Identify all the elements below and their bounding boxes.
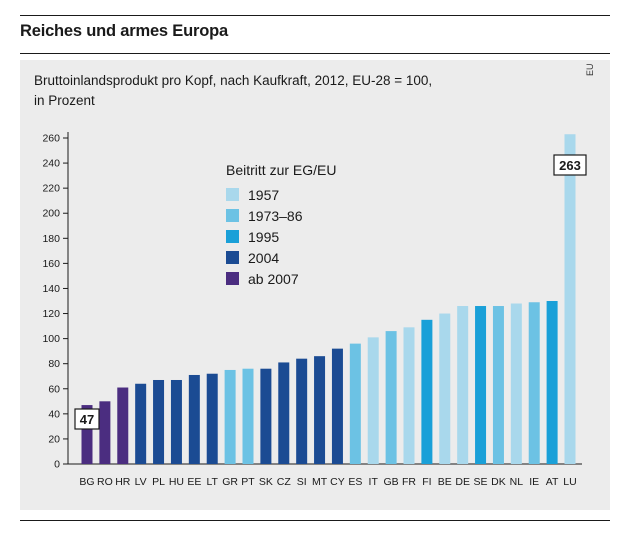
y-tick-label: 240 xyxy=(42,158,60,170)
x-tick-label: PT xyxy=(241,476,255,488)
y-tick-label: 200 xyxy=(42,208,60,220)
y-tick-label: 80 xyxy=(48,358,60,370)
bar-es xyxy=(349,343,361,464)
bar-cy xyxy=(331,348,343,464)
legend-label: 1973–86 xyxy=(248,207,303,224)
bar-si xyxy=(296,358,308,464)
y-tick-label: 100 xyxy=(42,333,60,345)
chart-title: Bruttoinlandsprodukt pro Kopf, nach Kauf… xyxy=(34,71,504,111)
x-tick-label: CZ xyxy=(277,476,292,488)
y-tick-label: 260 xyxy=(42,133,60,145)
value-callout-lu: 263 xyxy=(559,158,581,173)
value-callout-box xyxy=(74,408,100,430)
x-tick-label: RO xyxy=(97,476,113,488)
bar-fr xyxy=(403,327,415,464)
legend-swatch xyxy=(226,251,239,264)
y-tick-label: 140 xyxy=(42,283,60,295)
x-tick-label: GB xyxy=(384,476,399,488)
x-tick-label: DE xyxy=(455,476,470,488)
legend-label: 1957 xyxy=(248,186,280,203)
y-tick-label: 120 xyxy=(42,308,60,320)
legend-label: 2004 xyxy=(248,249,280,266)
bar-ee xyxy=(188,374,200,464)
bar-be xyxy=(439,313,451,464)
bar-gr xyxy=(224,369,236,464)
bar-bg xyxy=(81,405,93,464)
y-tick-label: 220 xyxy=(42,183,60,195)
bar-fi xyxy=(421,319,433,464)
bar-mt xyxy=(314,356,326,464)
y-tick-label: 60 xyxy=(48,383,60,395)
x-tick-label: FR xyxy=(402,476,416,488)
bar-gb xyxy=(385,331,397,464)
bar-se xyxy=(475,306,487,464)
x-tick-label: GR xyxy=(222,476,238,488)
y-tick-label: 180 xyxy=(42,233,60,245)
bar-lt xyxy=(206,373,218,464)
x-tick-label: IT xyxy=(369,476,379,488)
bar-pl xyxy=(153,379,165,464)
top-rule xyxy=(20,15,610,16)
y-tick-label: 20 xyxy=(48,433,60,445)
legend: Beitritt zur EG/EU 1957 1973–86 1995 2004 ab… xyxy=(226,162,336,289)
legend-label: 1995 xyxy=(248,228,280,245)
x-tick-label: DK xyxy=(491,476,506,488)
bar-dk xyxy=(492,306,504,464)
bar-cz xyxy=(278,362,290,464)
value-callout-bg: 47 xyxy=(80,412,94,427)
x-tick-label: SE xyxy=(474,476,488,488)
bar-at xyxy=(546,301,558,464)
bottom-rule xyxy=(20,520,610,521)
legend-item: 1973–86 xyxy=(226,205,336,226)
title-rule xyxy=(20,53,610,54)
x-tick-label: MT xyxy=(312,476,328,488)
x-tick-label: BE xyxy=(438,476,452,488)
x-tick-label: FI xyxy=(422,476,431,488)
x-tick-label: LU xyxy=(563,476,576,488)
chart-subtitle: in Prozent xyxy=(34,93,95,108)
bar-it xyxy=(367,337,379,464)
bar-pt xyxy=(242,368,254,464)
chart-title-line1: Bruttoinlandsprodukt pro Kopf, nach Kauf… xyxy=(34,73,433,88)
x-tick-label: EE xyxy=(187,476,201,488)
legend-item: 1995 xyxy=(226,226,336,247)
legend-item: 1957 xyxy=(226,184,336,205)
x-tick-label: LT xyxy=(206,476,218,488)
x-tick-label: IE xyxy=(529,476,539,488)
x-tick-label: LV xyxy=(135,476,147,488)
x-tick-label: ES xyxy=(348,476,362,488)
legend-swatch xyxy=(226,209,239,222)
x-tick-label: AT xyxy=(546,476,559,488)
x-tick-label: PL xyxy=(152,476,165,488)
x-tick-label: SK xyxy=(259,476,273,488)
x-tick-label: HU xyxy=(169,476,184,488)
legend-label: ab 2007 xyxy=(248,270,299,287)
x-tick-label: HR xyxy=(115,476,131,488)
x-tick-label: SI xyxy=(297,476,307,488)
bar-nl xyxy=(510,303,522,464)
legend-item: 2004 xyxy=(226,247,336,268)
y-tick-label: 0 xyxy=(54,459,60,471)
bar-lu xyxy=(564,134,576,464)
legend-item: ab 2007 xyxy=(226,268,336,289)
bar-ro xyxy=(99,401,111,464)
x-tick-label: BG xyxy=(79,476,94,488)
value-callout-box xyxy=(553,154,587,176)
bar-hu xyxy=(170,379,182,464)
legend-title: Beitritt zur EG/EU xyxy=(226,162,337,178)
y-tick-label: 160 xyxy=(42,258,60,270)
x-tick-label: CY xyxy=(330,476,345,488)
page-title: Reiches und armes Europa xyxy=(20,22,228,40)
bar-hr xyxy=(117,387,129,464)
x-tick-label: NL xyxy=(510,476,524,488)
bar-lv xyxy=(135,383,147,464)
bar-sk xyxy=(260,368,272,464)
legend-swatch xyxy=(226,272,239,285)
y-tick-label: 40 xyxy=(48,408,60,420)
bar-de xyxy=(457,306,469,464)
legend-swatch xyxy=(226,230,239,243)
bar-ie xyxy=(528,302,540,464)
legend-swatch xyxy=(226,188,239,201)
